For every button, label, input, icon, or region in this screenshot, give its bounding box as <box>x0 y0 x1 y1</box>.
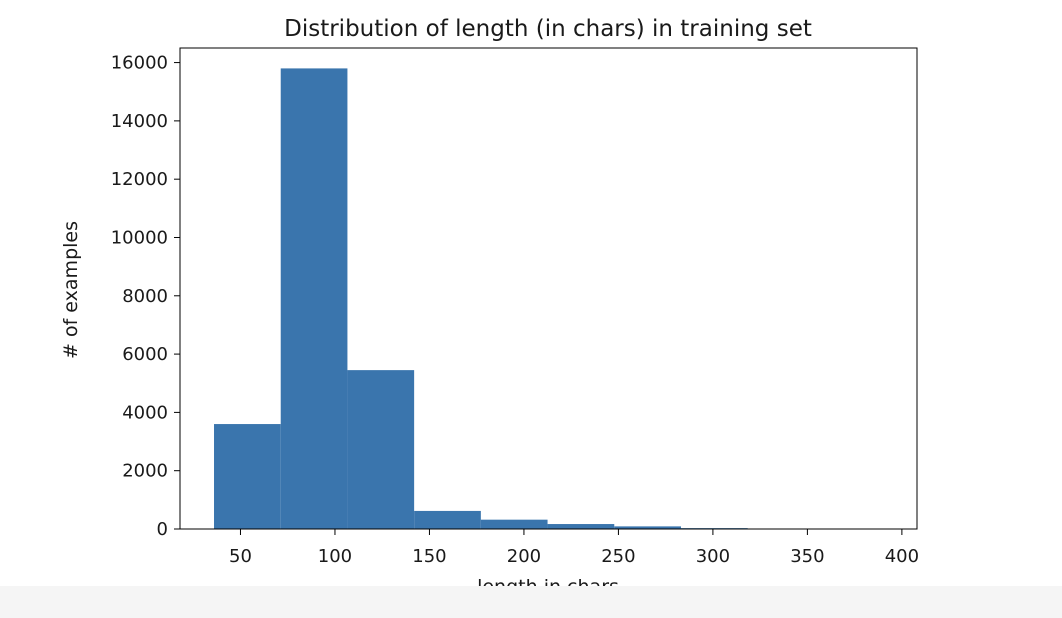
x-tick-label: 400 <box>885 546 919 567</box>
bars-group <box>214 68 882 529</box>
histogram-bar <box>547 524 615 529</box>
x-tick-label: 100 <box>318 546 352 567</box>
y-tick-label: 10000 <box>111 227 168 248</box>
y-tick-label: 14000 <box>111 111 168 132</box>
histogram-bar <box>347 370 415 529</box>
x-tick-label: 300 <box>696 546 730 567</box>
histogram-bar <box>414 510 481 529</box>
y-tick-label: 8000 <box>122 286 168 307</box>
x-tick-label: 150 <box>412 546 446 567</box>
y-tick-label: 2000 <box>122 461 168 482</box>
y-axis-label: # of examples <box>60 221 82 359</box>
x-tick-label: 350 <box>790 546 824 567</box>
histogram-bar <box>214 424 281 529</box>
footer-strip <box>0 586 1062 618</box>
histogram-bar <box>280 68 348 529</box>
x-axis-ticks: 50 100 150 200 250 300 350 400 <box>229 529 919 567</box>
histogram-bar <box>614 526 681 529</box>
histogram-chart: Distribution of length (in chars) in tra… <box>60 16 919 586</box>
y-tick-label: 4000 <box>122 402 168 423</box>
x-tick-label: 250 <box>601 546 635 567</box>
x-tick-label: 50 <box>229 546 252 567</box>
y-tick-label: 16000 <box>111 53 168 74</box>
x-tick-label: 200 <box>507 546 541 567</box>
y-tick-label: 0 <box>157 519 168 540</box>
x-axis-label: length in chars <box>477 576 619 586</box>
y-axis-ticks: 0 2000 4000 6000 8000 10000 12000 14000 16000 <box>111 53 180 540</box>
y-tick-label: 12000 <box>111 169 168 190</box>
chart-title: Distribution of length (in chars) in tra… <box>284 16 812 42</box>
plot-frame <box>179 47 918 530</box>
y-tick-label: 6000 <box>122 344 168 365</box>
histogram-bar <box>480 519 548 529</box>
